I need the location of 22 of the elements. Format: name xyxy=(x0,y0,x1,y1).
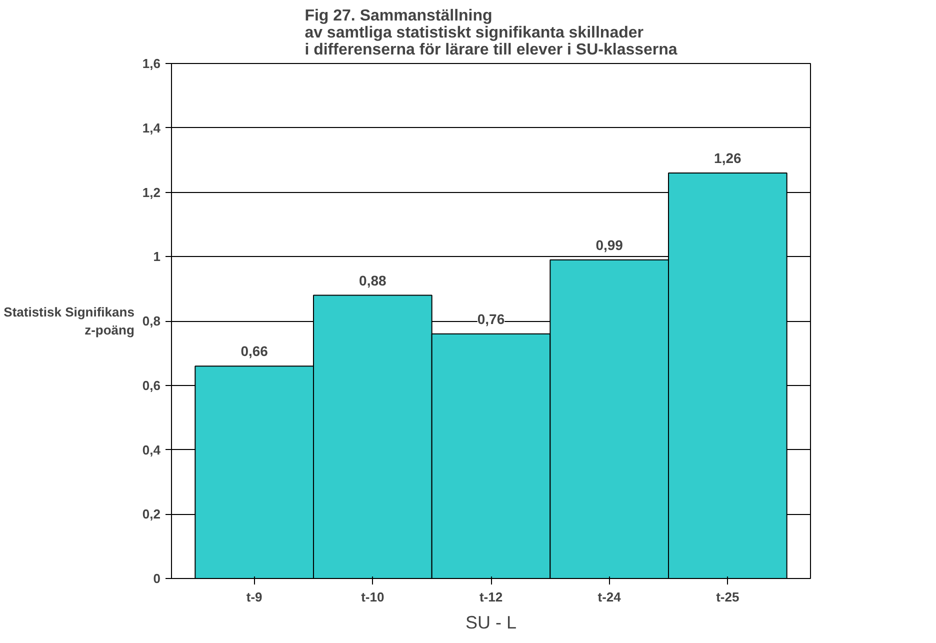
chart-title: Fig 27. Sammanställning av samtliga statistiskt signifikanta skillnader i differenserna för lärare till elever i SU-klasserna xyxy=(304,8,678,58)
data-label: 0,66 xyxy=(240,343,268,360)
x-tick-label: t-24 xyxy=(598,590,622,604)
x-axis-title: SU - L xyxy=(465,612,517,632)
x-tick-label: t-9 xyxy=(246,590,262,604)
y-axis-title: Statistisk Signifikans z-poäng xyxy=(4,304,134,338)
y-tick-label: 1,4 xyxy=(142,120,162,136)
x-tick-label: t-10 xyxy=(361,590,384,604)
data-label: 0,99 xyxy=(596,236,624,253)
data-label: 0,76 xyxy=(477,310,505,327)
x-tick-label: t-12 xyxy=(479,590,503,604)
y-tick-label: 1,6 xyxy=(142,56,161,71)
y-tick-label: 0,4 xyxy=(142,442,162,458)
data-label: 1,26 xyxy=(714,150,742,166)
y-tick-label: 0,6 xyxy=(142,378,161,393)
data-label: 0,88 xyxy=(359,272,387,288)
x-tick-label: t-25 xyxy=(716,590,740,604)
y-tick-label: 0,8 xyxy=(142,314,161,328)
y-tick-label: 0,2 xyxy=(142,506,161,522)
y-tick-label: 1,2 xyxy=(142,184,161,200)
y-tick-label: 0 xyxy=(153,571,161,586)
y-tick-label: 1 xyxy=(153,249,161,264)
